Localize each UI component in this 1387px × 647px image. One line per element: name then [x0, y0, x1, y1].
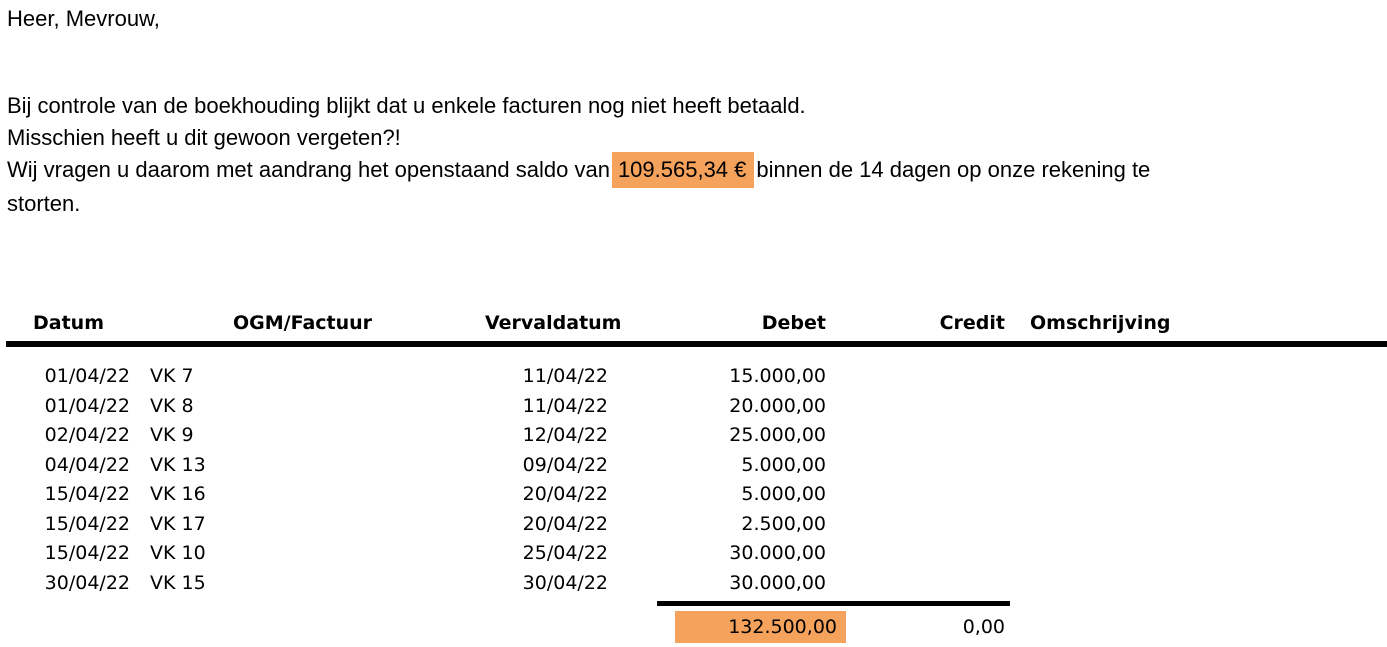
cell-datum: 15/04/22 [44, 542, 130, 564]
cell-datum: 04/04/22 [44, 453, 130, 476]
cell-factuur: VK 8 [150, 394, 194, 417]
cell-vervaldatum: 11/04/22 [522, 394, 608, 417]
cell-datum: 01/04/22 [44, 365, 130, 387]
cell-factuur: VK 17 [150, 512, 206, 535]
column-header-ogm-factuur: OGM/Factuur [233, 312, 373, 334]
cell-vervaldatum: 30/04/22 [522, 571, 608, 594]
table-row: 01/04/22 VK 7 11/04/22 15.000,00 [0, 363, 1387, 393]
table-row: 15/04/22 VK 16 20/04/22 5.000,00 [0, 481, 1387, 511]
body-line-2: Misschien heeft u dit gewoon vergeten?! [7, 125, 401, 150]
cell-datum: 15/04/22 [44, 483, 130, 505]
cell-debet: 30.000,00 [729, 571, 826, 594]
column-header-datum: Datum [33, 312, 104, 334]
cell-factuur: VK 10 [150, 542, 206, 564]
outstanding-balance-highlight: 109.565,34 € [611, 152, 755, 188]
column-header-vervaldatum: Vervaldatum [485, 312, 622, 334]
table-row: 15/04/22 VK 17 20/04/22 2.500,00 [0, 511, 1387, 541]
table-row: 01/04/22 VK 8 11/04/22 20.000,00 [0, 393, 1387, 423]
cell-factuur: VK 9 [150, 424, 194, 446]
total-divider-rule [657, 601, 1010, 606]
table-row: 30/04/22 VK 15 30/04/22 30.000,00 [0, 570, 1387, 600]
letter-body: Bij controle van de boekhouding blijkt d… [7, 90, 1150, 220]
body-line-3: Wij vragen u daarom met aandrang het ope… [7, 152, 1151, 188]
cell-vervaldatum: 20/04/22 [522, 512, 608, 535]
table-row: 02/04/22 VK 9 12/04/22 25.000,00 [0, 422, 1387, 452]
cell-debet: 2.500,00 [741, 512, 826, 535]
table-row: 04/04/22 VK 13 09/04/22 5.000,00 [0, 452, 1387, 482]
cell-vervaldatum: 25/04/22 [522, 542, 608, 564]
cell-factuur: VK 15 [150, 571, 206, 594]
cell-datum: 01/04/22 [44, 394, 130, 417]
cell-datum: 02/04/22 [44, 424, 130, 446]
cell-vervaldatum: 20/04/22 [522, 483, 608, 505]
cell-debet: 5.000,00 [741, 483, 826, 505]
body-line-3-before: Wij vragen u daarom met aandrang het ope… [7, 157, 610, 182]
table-row: 15/04/22 VK 10 25/04/22 30.000,00 [0, 540, 1387, 570]
total-credit: 0,00 [962, 616, 1005, 638]
cell-factuur: VK 7 [150, 365, 194, 387]
column-header-debet: Debet [761, 312, 826, 334]
cell-debet: 5.000,00 [741, 453, 826, 476]
body-line-3-after: binnen de 14 dagen op onze rekening te [756, 157, 1151, 182]
cell-vervaldatum: 12/04/22 [522, 424, 608, 446]
total-debet-highlight: 132.500,00 [675, 611, 846, 643]
header-divider-rule [6, 341, 1387, 347]
cell-factuur: VK 13 [150, 453, 206, 476]
invoice-rows: 01/04/22 VK 7 11/04/22 15.000,00 01/04/2… [0, 363, 1387, 599]
cell-datum: 15/04/22 [44, 512, 130, 535]
body-line-1: Bij controle van de boekhouding blijkt d… [7, 93, 806, 118]
cell-factuur: VK 16 [150, 483, 206, 505]
column-header-omschrijving: Omschrijving [1030, 312, 1171, 334]
cell-debet: 25.000,00 [729, 424, 826, 446]
cell-datum: 30/04/22 [44, 571, 130, 594]
column-header-credit: Credit [939, 312, 1005, 334]
cell-debet: 30.000,00 [729, 542, 826, 564]
cell-vervaldatum: 09/04/22 [522, 453, 608, 476]
greeting-line: Heer, Mevrouw, [7, 6, 160, 31]
cell-vervaldatum: 11/04/22 [522, 365, 608, 387]
cell-debet: 15.000,00 [729, 365, 826, 387]
body-line-4: storten. [7, 191, 81, 216]
cell-debet: 20.000,00 [729, 394, 826, 417]
